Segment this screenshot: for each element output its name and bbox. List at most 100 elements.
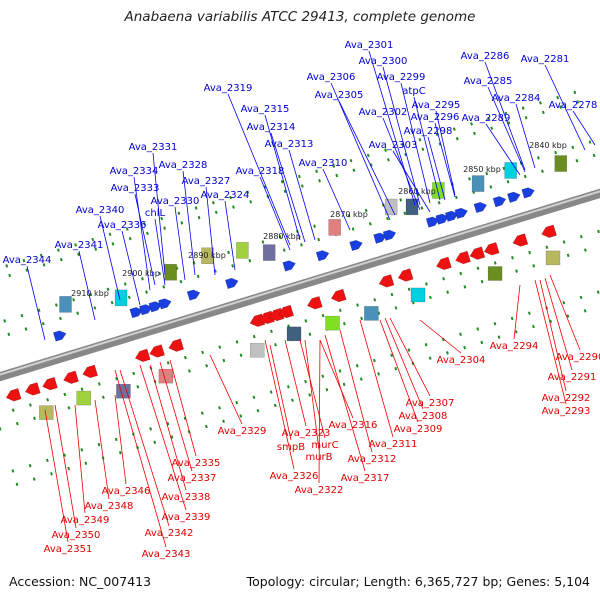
forward-gene-label: Ava_2298 bbox=[404, 126, 453, 137]
reverse-gene-label: Ava_2304 bbox=[437, 355, 486, 366]
reverse-gene-leader bbox=[539, 279, 567, 392]
forward-gene-label: Ava_2324 bbox=[201, 190, 250, 201]
reverse-gene-leader bbox=[544, 277, 573, 371]
cog-feature-box bbox=[325, 315, 340, 331]
forward-gene-leader bbox=[270, 132, 306, 243]
reverse-gene-label: Ava_2322 bbox=[295, 485, 344, 496]
reverse-gene-leader bbox=[149, 364, 187, 491]
forward-gene-label: Ava_2286 bbox=[461, 51, 510, 62]
reverse-gene-leader bbox=[384, 317, 424, 410]
forward-gene-leader bbox=[264, 114, 301, 241]
cog-feature-box bbox=[471, 175, 485, 192]
reverse-gene-label: Ava_2308 bbox=[399, 411, 448, 422]
position-tick-label: 2880 kbp bbox=[263, 232, 301, 241]
forward-gene-arrow bbox=[282, 260, 296, 272]
reverse-gene-arrow bbox=[5, 387, 22, 402]
forward-gene-leader bbox=[487, 86, 526, 173]
guide-dotted-line bbox=[0, 87, 586, 270]
forward-gene-label: Ava_2341 bbox=[55, 240, 104, 251]
reverse-gene-arrow bbox=[278, 304, 295, 319]
reverse-gene-arrow bbox=[455, 250, 471, 265]
reverse-gene-label: Ava_2329 bbox=[218, 426, 267, 437]
reverse-gene-label: Ava_2316 bbox=[329, 420, 378, 431]
forward-gene-leader bbox=[224, 200, 236, 271]
forward-gene-label: Ava_2303 bbox=[369, 140, 418, 151]
forward-gene-leader bbox=[484, 61, 526, 171]
genome-title: Anabaena variabilis ATCC 29413, complete… bbox=[124, 9, 476, 25]
reverse-gene-leader bbox=[534, 279, 567, 405]
reverse-gene-leader bbox=[209, 354, 243, 425]
reverse-gene-label: Ava_2312 bbox=[348, 454, 397, 465]
reverse-gene-arrow bbox=[149, 344, 166, 358]
reverse-gene-label: Ava_2338 bbox=[162, 492, 211, 503]
forward-gene-label: Ava_2284 bbox=[492, 93, 541, 104]
reverse-gene-label: Ava_2290 bbox=[556, 352, 600, 363]
forward-gene-arrow bbox=[444, 210, 459, 222]
forward-gene-label: Ava_2315 bbox=[241, 104, 290, 115]
reverse-gene-leader bbox=[324, 334, 366, 472]
forward-gene-leader bbox=[544, 64, 586, 151]
forward-gene-arrow bbox=[435, 213, 449, 225]
forward-gene-arrow bbox=[492, 196, 507, 208]
reverse-gene-arrow bbox=[330, 288, 347, 303]
forward-gene-label: Ava_2334 bbox=[110, 166, 159, 177]
guide-dotted-line bbox=[0, 97, 589, 280]
forward-gene-leader bbox=[330, 82, 391, 221]
forward-gene-leader bbox=[392, 150, 431, 213]
forward-gene-arrow bbox=[382, 229, 397, 241]
guide-dotted-line bbox=[11, 290, 600, 473]
forward-gene-arrow bbox=[425, 216, 440, 228]
forward-gene-leader bbox=[382, 66, 421, 206]
forward-gene-arrow bbox=[454, 207, 469, 220]
forward-gene-leader bbox=[413, 96, 441, 201]
reverse-gene-leader bbox=[359, 319, 394, 438]
forward-gene-leader bbox=[26, 265, 46, 341]
reverse-gene-leader bbox=[74, 404, 86, 514]
position-tick-label: 2840 kbp bbox=[529, 141, 567, 150]
reverse-gene-label: Ava_2309 bbox=[394, 424, 443, 435]
reverse-gene-leader bbox=[139, 364, 187, 511]
reverse-gene-arrow bbox=[82, 364, 99, 379]
position-tick-label: 2870 kbp bbox=[330, 210, 368, 219]
cog-feature-box bbox=[410, 287, 426, 303]
forward-gene-label: Ava_2301 bbox=[345, 40, 394, 51]
reverse-gene-label: Ava_2293 bbox=[542, 406, 591, 417]
forward-gene-leader bbox=[134, 193, 156, 286]
reverse-gene-leader bbox=[318, 339, 321, 484]
reverse-gene-arrow bbox=[249, 313, 266, 327]
forward-gene-leader bbox=[382, 117, 421, 211]
reverse-gene-leader bbox=[549, 274, 581, 351]
forward-gene-arrow bbox=[349, 239, 363, 252]
forward-gene-label: Ava_2327 bbox=[182, 176, 231, 187]
forward-gene-label: atpC bbox=[402, 86, 425, 97]
cog-feature-box bbox=[249, 343, 265, 358]
forward-gene-arrow bbox=[138, 304, 153, 316]
position-tick-label: 2860 kbp bbox=[398, 187, 436, 196]
reverse-gene-arrow bbox=[541, 224, 557, 238]
cog-feature-box bbox=[262, 244, 276, 261]
reverse-gene-leader bbox=[513, 284, 521, 340]
forward-gene-arrow bbox=[129, 307, 143, 319]
reverse-gene-leader bbox=[169, 359, 197, 457]
forward-gene-label: Ava_2289 bbox=[462, 113, 511, 124]
forward-gene-leader bbox=[400, 82, 431, 204]
reverse-gene-arrow bbox=[259, 310, 275, 325]
forward-gene-leader bbox=[322, 168, 351, 231]
forward-gene-arrow bbox=[158, 298, 172, 310]
forward-gene-leader bbox=[121, 230, 141, 306]
forward-gene-label: Ava_2333 bbox=[111, 183, 160, 194]
guide-dotted-line bbox=[0, 152, 600, 339]
cog-feature-box bbox=[487, 266, 503, 281]
reverse-gene-label: Ava_2326 bbox=[270, 471, 319, 482]
reverse-gene-label: Ava_2350 bbox=[52, 530, 101, 541]
forward-gene-leader bbox=[572, 110, 596, 146]
forward-gene-leader bbox=[78, 250, 96, 321]
forward-gene-label: Ava_2310 bbox=[299, 158, 348, 169]
forward-gene-arrow bbox=[473, 201, 488, 214]
forward-gene-leader bbox=[485, 123, 521, 176]
genome-stats-label: Topology: circular; Length: 6,365,727 bp… bbox=[246, 574, 590, 589]
forward-gene-label: Ava_2330 bbox=[151, 196, 200, 207]
reverse-gene-leader bbox=[284, 339, 307, 427]
accession-label: Accession: NC_007413 bbox=[9, 574, 152, 589]
